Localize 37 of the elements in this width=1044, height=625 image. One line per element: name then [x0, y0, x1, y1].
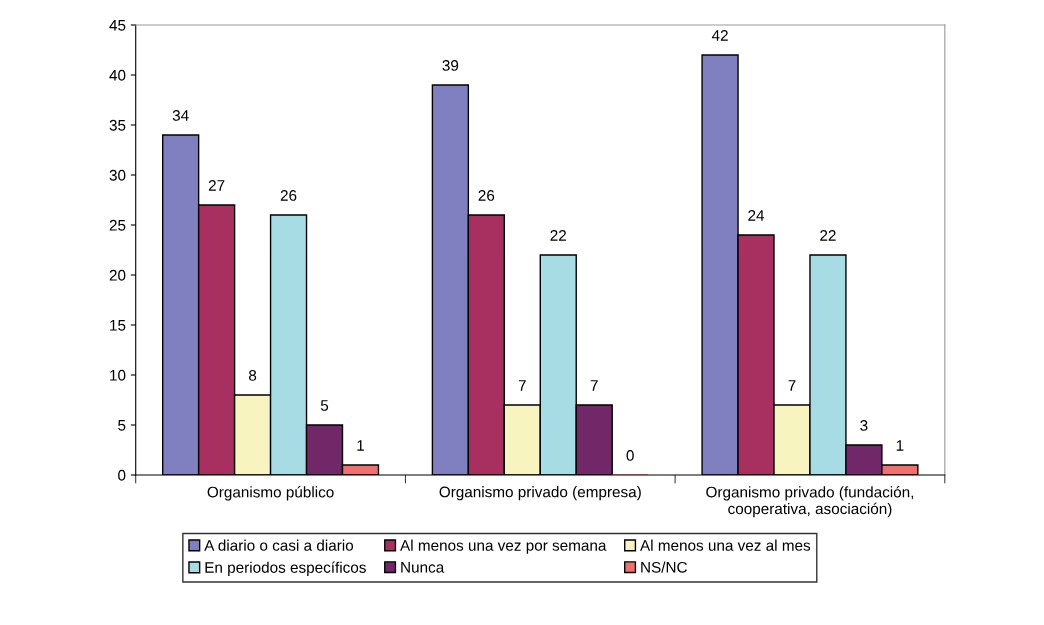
y-tick-label: 45 — [109, 20, 126, 31]
y-tick-label: 15 — [110, 320, 126, 331]
legend-label: Al menos una vez por semana — [400, 539, 607, 554]
y-tick-label: 25 — [109, 219, 126, 231]
legend-label: A diario o casi a diario — [204, 539, 354, 551]
data-label: 5 — [320, 400, 329, 411]
data-label: 24 — [748, 210, 765, 221]
y-tick-label: 35 — [109, 119, 126, 131]
y-tick-label: 0 — [118, 469, 126, 481]
data-label: 7 — [788, 380, 796, 391]
legend-label: En periodos específicos — [205, 561, 366, 576]
x-tick-label: Organismo privado (fundación, cooperativa, asociación) — [706, 486, 914, 518]
y-tick-label: 40 — [109, 69, 126, 81]
y-tick-label: 20 — [109, 269, 126, 281]
data-label: 34 — [172, 110, 189, 121]
data-label: 27 — [208, 180, 225, 191]
data-label: 8 — [249, 370, 257, 381]
data-label: 1 — [896, 440, 904, 451]
data-label: 1 — [357, 440, 364, 451]
x-tick-label: Organismo privado (empresa) — [439, 486, 641, 501]
data-label: 22 — [550, 230, 566, 241]
data-label: 39 — [442, 60, 459, 71]
data-label: 7 — [518, 380, 526, 391]
data-label: 26 — [280, 190, 297, 201]
data-label: 3 — [860, 420, 868, 431]
data-label: 22 — [820, 230, 836, 241]
x-tick-label: Organismo público — [207, 486, 334, 501]
legend-label: Al menos una vez al mes — [640, 539, 811, 551]
legend-label: NS/NC — [641, 561, 687, 573]
data-label: 0 — [626, 450, 634, 461]
data-label: 26 — [478, 190, 495, 201]
y-tick-label: 5 — [118, 420, 126, 431]
data-label: 7 — [590, 380, 598, 391]
y-tick-label: 10 — [110, 369, 126, 381]
legend-label: Nunca — [401, 562, 445, 573]
data-label: 42 — [711, 30, 728, 41]
y-tick-label: 30 — [109, 169, 126, 181]
